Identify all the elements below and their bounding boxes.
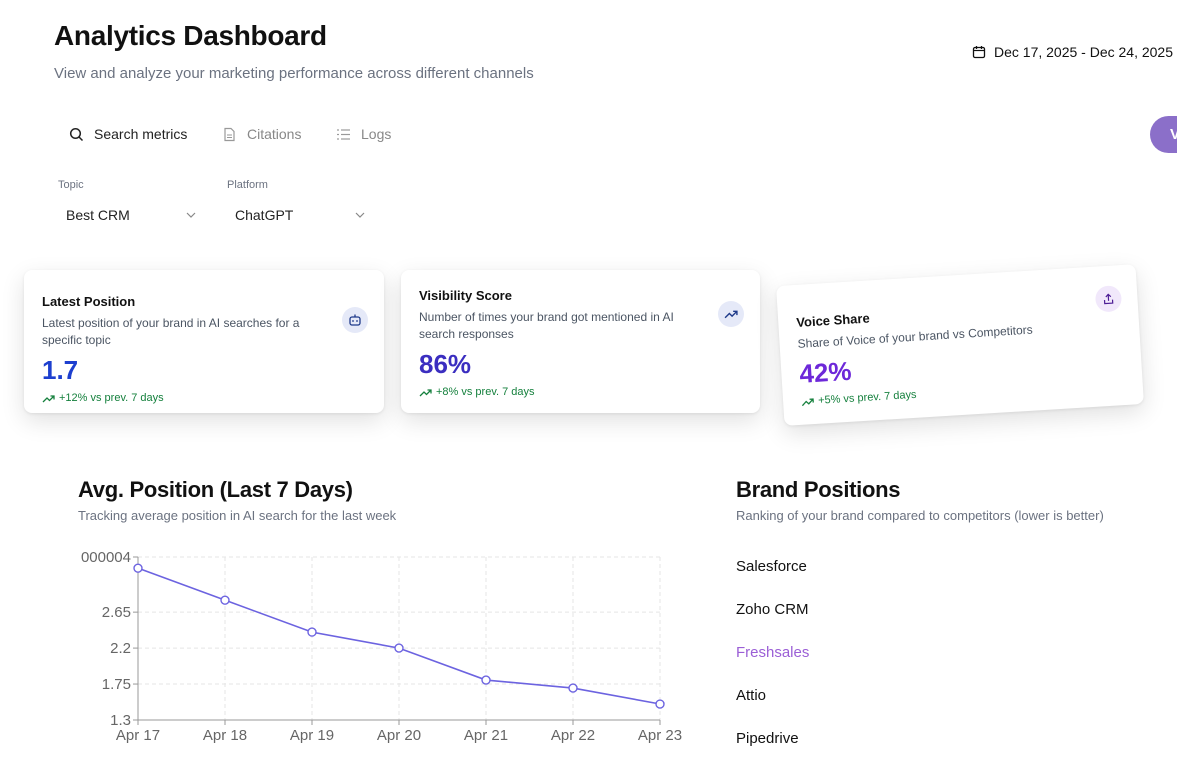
tab-label: Citations xyxy=(247,126,302,142)
date-text: Dec 17, 2025 - Dec 24, 2025 xyxy=(994,44,1174,60)
x-tick-label: Apr 21 xyxy=(464,727,508,744)
bot-icon xyxy=(349,314,361,326)
card-value: 86% xyxy=(419,349,472,379)
filter-select[interactable]: ChatGPT xyxy=(235,207,365,223)
tab[interactable]: Search metrics xyxy=(69,126,187,142)
x-tick-label: Apr 17 xyxy=(116,727,160,744)
metric-card: Visibility Score Number of times your br… xyxy=(401,270,760,413)
trend-icon xyxy=(801,397,814,406)
tab[interactable]: Logs xyxy=(336,126,391,142)
page-subtitle: View and analyze your marketing performa… xyxy=(54,65,534,82)
card-title: Latest Position xyxy=(42,294,136,309)
calendar-icon xyxy=(972,46,986,59)
brand-item: Zoho CRM xyxy=(736,601,809,618)
brand-item: Attio xyxy=(736,687,767,704)
brands-title: Brand Positions xyxy=(736,477,901,502)
card-description: Latest position of your brand in AI sear… xyxy=(42,316,300,347)
x-tick-label: Apr 19 xyxy=(290,727,334,744)
card-change: +12% vs prev. 7 days xyxy=(42,392,366,404)
y-tick-label: 2.2 xyxy=(110,640,131,657)
page-title: Analytics Dashboard xyxy=(54,20,327,51)
y-tick-label: 1.3 xyxy=(110,712,131,729)
filter-label: Platform xyxy=(227,179,268,191)
list-icon xyxy=(337,128,350,140)
doc-icon xyxy=(224,127,235,141)
action-button[interactable]: V xyxy=(1150,116,1177,153)
point xyxy=(133,563,143,573)
card-icon xyxy=(342,307,368,333)
chevron xyxy=(186,212,196,218)
chart-subtitle: Tracking average position in AI search f… xyxy=(78,508,397,523)
point xyxy=(394,643,404,653)
x-tick-label: Apr 20 xyxy=(377,727,421,744)
brand-item: Freshsales xyxy=(736,644,810,661)
filter-select[interactable]: Best CRM xyxy=(66,207,196,223)
chart-title: Avg. Position (Last 7 Days) xyxy=(78,477,353,502)
tab[interactable]: Citations xyxy=(222,126,301,142)
tab-label: Search metrics xyxy=(94,126,188,142)
search-icon xyxy=(69,127,84,141)
chevron xyxy=(355,212,365,218)
tab-label: Logs xyxy=(361,126,392,142)
share-icon xyxy=(1103,293,1114,305)
card-change: +8% vs prev. 7 days xyxy=(419,386,742,398)
card-description: Number of times your brand got mentioned… xyxy=(419,310,674,341)
filter-label: Topic xyxy=(58,179,84,191)
x-tick-label: Apr 22 xyxy=(551,727,595,744)
y-tick-label: 000004 xyxy=(81,549,131,566)
card-change: +5% vs prev. 7 days xyxy=(801,376,1125,408)
brand-item: Pipedrive xyxy=(736,730,799,747)
filter-value: ChatGPT xyxy=(235,207,294,223)
card-icon xyxy=(1094,285,1123,313)
brand-item: Salesforce xyxy=(736,558,807,575)
change-text: +8% vs prev. 7 days xyxy=(436,386,535,398)
trend-icon xyxy=(42,394,55,402)
line-chart: 1.3 1.75 2.2 2.65 000004 Apr 17 Apr 18 Apr 19 Ap… xyxy=(81,549,682,744)
point xyxy=(220,595,230,605)
metric-card: Latest Position Latest position of your … xyxy=(24,270,384,413)
change-text: +12% vs prev. 7 days xyxy=(59,392,164,404)
card-title: Visibility Score xyxy=(419,288,512,303)
change-text: +5% vs prev. 7 days xyxy=(817,388,917,407)
card-icon xyxy=(718,301,744,327)
point xyxy=(655,699,665,709)
point xyxy=(481,675,491,685)
y-tick-label: 2.65 xyxy=(102,604,131,621)
x-tick-label: Apr 18 xyxy=(203,727,247,744)
trend-icon xyxy=(724,310,738,319)
point xyxy=(568,683,578,693)
metric-card: Voice Share Share of Voice of your brand… xyxy=(776,264,1144,426)
y-tick-label: 1.75 xyxy=(102,676,131,693)
date-range[interactable]: Dec 17, 2025 - Dec 24, 2025 xyxy=(972,44,1173,60)
filter-value: Best CRM xyxy=(66,207,130,223)
point xyxy=(307,627,317,637)
trend-icon xyxy=(419,388,432,396)
x-tick-label: Apr 23 xyxy=(638,727,682,744)
brands-subtitle: Ranking of your brand compared to compet… xyxy=(736,508,1104,523)
card-value: 1.7 xyxy=(42,355,79,385)
